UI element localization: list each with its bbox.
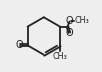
- Text: CH₃: CH₃: [75, 16, 90, 25]
- Text: CH₃: CH₃: [53, 52, 67, 61]
- Text: O: O: [66, 16, 73, 26]
- Text: O: O: [15, 40, 23, 50]
- Text: O: O: [66, 29, 73, 38]
